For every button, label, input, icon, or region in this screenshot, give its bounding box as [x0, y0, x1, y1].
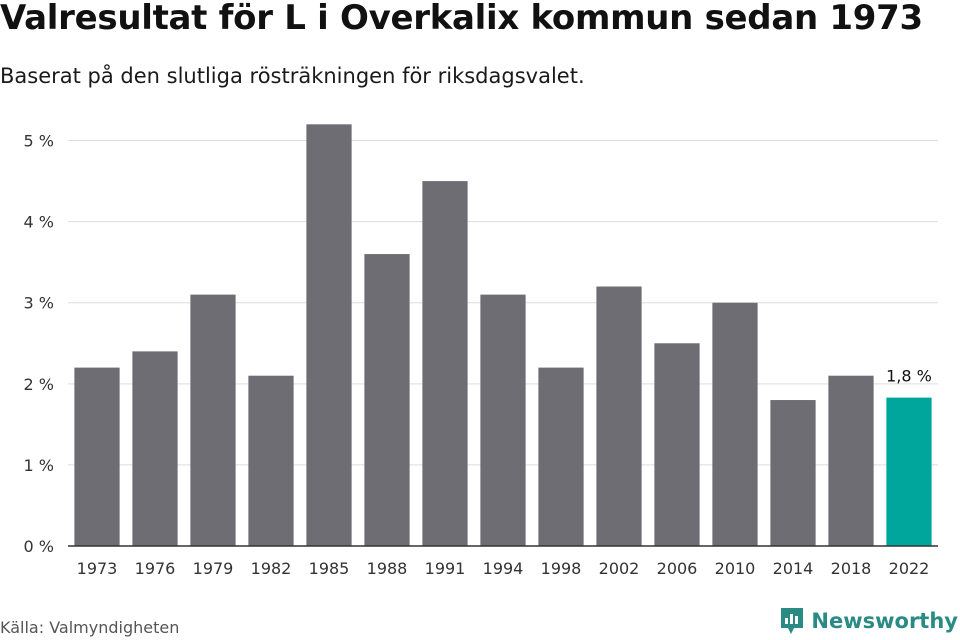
x-tick-label: 1976 — [135, 559, 176, 578]
bar — [306, 124, 352, 546]
bar — [132, 351, 178, 546]
x-tick-label: 2018 — [831, 559, 872, 578]
bar — [828, 375, 874, 546]
y-tick-label: 4 % — [24, 213, 54, 232]
bar — [770, 400, 816, 546]
x-tick-label: 1973 — [77, 559, 118, 578]
bar — [248, 375, 294, 546]
bar — [422, 181, 468, 546]
chart-title: Valresultat för L i Overkalix kommun sed… — [0, 0, 923, 38]
newsworthy-logo-icon — [781, 608, 804, 634]
y-tick-label: 5 % — [24, 132, 54, 151]
data-label: 1,8 % — [886, 367, 932, 386]
x-tick-label: 2006 — [657, 559, 698, 578]
bar-chart: 0 % 1 % 2 % 3 % 4 % 5 % 1973 1976 1979 1982 1985 19… — [24, 124, 938, 578]
bar — [538, 367, 584, 546]
bar — [190, 294, 236, 546]
x-tick-label: 1994 — [483, 559, 524, 578]
brand-name: Newsworthy — [811, 609, 958, 633]
bar — [480, 294, 526, 546]
brand-logo: Newsworthy — [779, 606, 958, 636]
x-tick-label: 2014 — [773, 559, 814, 578]
x-tick-label: 1979 — [193, 559, 234, 578]
chart-subtitle: Baserat på den slutliga rösträkningen fö… — [0, 64, 585, 88]
x-tick-label: 1991 — [425, 559, 466, 578]
bar — [654, 343, 700, 546]
x-tick-label: 2022 — [889, 559, 930, 578]
y-tick-label: 3 % — [24, 294, 54, 313]
y-tick-label: 1 % — [24, 456, 54, 475]
y-tick-label: 2 % — [24, 375, 54, 394]
x-tick-label: 1988 — [367, 559, 408, 578]
x-tick-label: 1982 — [251, 559, 292, 578]
bar — [712, 302, 758, 546]
x-tick-label: 2010 — [715, 559, 756, 578]
x-tick-label: 2002 — [599, 559, 640, 578]
bar — [596, 286, 642, 546]
bar — [364, 254, 410, 546]
bar — [886, 397, 932, 546]
y-tick-label: 0 % — [24, 537, 54, 556]
bar — [74, 367, 120, 546]
x-tick-label: 1985 — [309, 559, 350, 578]
x-tick-label: 1998 — [541, 559, 582, 578]
source-note: Källa: Valmyndigheten — [0, 618, 180, 637]
